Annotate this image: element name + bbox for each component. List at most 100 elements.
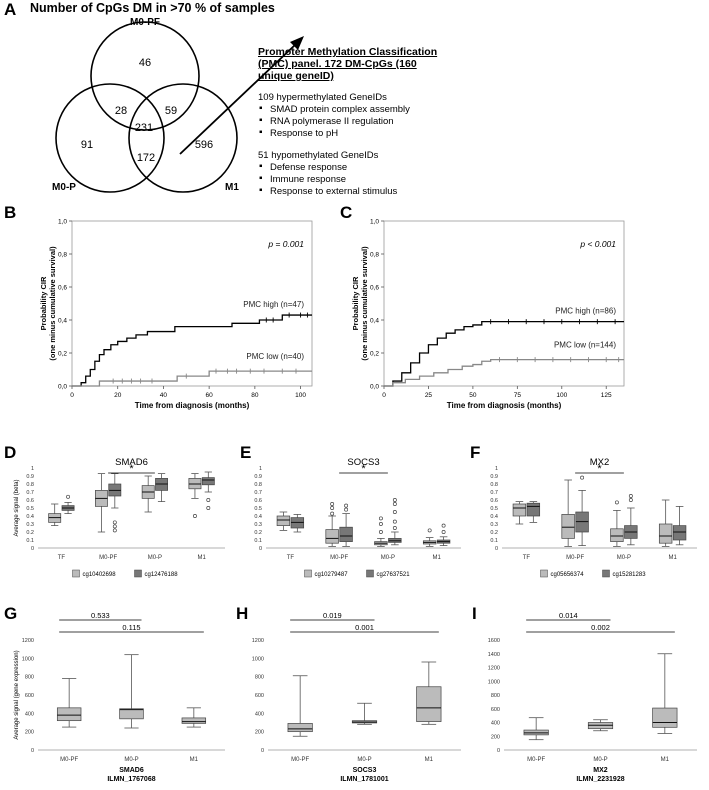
y-tick-label: 0,2 [370, 351, 379, 358]
panel-label-i: I [472, 604, 477, 623]
y-tick-label: 0.6 [254, 498, 262, 504]
outlier-point [392, 498, 397, 502]
box-cg05656374 [561, 514, 575, 539]
pmc-hyper-item: SMAD protein complex assembly [259, 103, 448, 116]
box-cg27637521 [339, 526, 353, 542]
significance-star: * [129, 463, 134, 475]
box-cg10279487 [325, 529, 339, 544]
legend-label: cg05656374 [551, 572, 585, 578]
outlier-point [206, 498, 211, 502]
boxplot-chart-d: 0 0.1 0.2 0.3 0.4 0.5 0.6 0.7 0.8 0.9 1 TF M0-PF M0-P… [14, 457, 225, 578]
pvalue-label: 0.533 [91, 612, 110, 620]
y-tick-label: 1200 [252, 638, 264, 644]
box-series [119, 708, 144, 720]
y-tick-label: 0,4 [58, 318, 67, 325]
y-tick-label: 800 [491, 693, 500, 699]
y-tick-label: 0.9 [254, 474, 262, 480]
x-tick-label: M0-P [124, 757, 138, 763]
y-tick-label: 1 [259, 466, 262, 472]
y-tick-label: 0.2 [254, 530, 262, 536]
box-series [416, 686, 442, 722]
y-tick-label: 0.7 [490, 490, 498, 496]
pvalue-label: 0.002 [591, 623, 610, 632]
boxplot-chart-g: 0 200 400 600 800 1000 1200 M0-PF M0-P M1 Average … [14, 612, 225, 783]
legend-label: cg27637521 [377, 572, 411, 578]
legend-swatch [540, 569, 548, 578]
km-chart-c: 0,0 0,2 0,4 0,6 0,8 1,0 0 25 50 75 100 125 Time from… [351, 219, 625, 410]
y-tick-label: 0.8 [26, 482, 34, 488]
gene-label: SMAD6 [119, 767, 144, 774]
y-tick-label: 600 [25, 693, 34, 699]
pmc-heading: Promoter Methylation Classification (PMC… [258, 46, 438, 82]
y-tick-label: 0.1 [254, 538, 262, 544]
y-axis-label: Probability CIR(one minus cumulative sur… [351, 246, 369, 361]
plot-frame [383, 220, 625, 387]
y-tick-label: 0.9 [26, 474, 34, 480]
x-tick-label: M0-PF [527, 757, 545, 763]
y-tick-label: 0 [31, 748, 34, 754]
y-axis-label: Average signal (gene expression) [14, 650, 20, 739]
pvalue-label: 0.019 [323, 612, 342, 620]
venn-arrow-head [290, 36, 304, 50]
y-tick-label: 600 [255, 693, 264, 699]
pmc-description: Promoter Methylation Classification (PMC… [258, 46, 448, 198]
x-tick-label: 125 [601, 392, 612, 399]
significance-star: * [597, 463, 602, 475]
y-tick-label: 0.8 [254, 482, 262, 488]
outlier-point [112, 524, 117, 529]
chart-title: MX2 [590, 457, 610, 468]
y-tick-label: 0,2 [58, 351, 67, 358]
venn-region-pf-m1: 59 [165, 105, 177, 117]
y-tick-label: 0.8 [490, 482, 498, 488]
legend-swatch [134, 569, 142, 578]
p-value-annotation: p = 0.001 [267, 239, 304, 249]
box-cg05656374 [512, 503, 527, 517]
x-tick-label: 20 [114, 392, 122, 399]
x-tick-label: 0 [382, 392, 386, 399]
box-cg05656374 [658, 523, 673, 544]
y-tick-label: 0.3 [26, 522, 34, 528]
km-curve-high [384, 321, 624, 387]
y-tick-label: 200 [255, 730, 264, 736]
outlier-point [614, 500, 619, 505]
y-tick-label: 0.3 [254, 522, 262, 528]
y-tick-label: 0 [31, 546, 34, 552]
venn-region-pf-only: 46 [139, 57, 151, 69]
outlier-point [392, 526, 397, 530]
x-tick-label: TF [58, 555, 66, 561]
y-axis-label: Probability CIR(one minus cumulative sur… [39, 246, 57, 361]
x-tick-label: M0-PF [330, 555, 348, 561]
y-tick-label: 400 [491, 721, 500, 727]
y-tick-label: 800 [255, 675, 264, 681]
boxplot-chart-i: 0 200 400 600 800 1000 1200 1400 1600 M0-PF M0-P M1… [488, 612, 697, 783]
outlier-point [392, 510, 397, 514]
plot-frame [71, 220, 313, 387]
y-tick-label: 0,6 [370, 285, 379, 292]
venn-title: Number of CpGs DM in >70 % of samples [30, 1, 275, 15]
y-tick-label: 1000 [252, 656, 264, 662]
venn-circle-m1 [128, 83, 238, 193]
y-tick-label: 0.7 [26, 490, 34, 496]
venn-region-all: 231 [135, 122, 153, 134]
pmc-hyper-item: Response to pH [259, 127, 448, 140]
x-tick-label: M0-P [593, 757, 607, 763]
boxplot-chart-h: 0 200 400 600 800 1000 1200 M0-PF M0-P M1 0.019 0.0… [252, 612, 461, 783]
y-tick-label: 0.5 [490, 506, 498, 512]
box-cg12476188 [201, 477, 215, 486]
y-tick-label: 0.6 [26, 498, 34, 504]
legend-label: cg10279487 [315, 572, 349, 578]
y-tick-label: 0,8 [370, 252, 379, 259]
series-label: PMC low (n=40) [246, 352, 304, 361]
outlier-point [206, 506, 211, 510]
pmc-hyper-item: RNA polymerase II regulation [259, 115, 448, 128]
panel-label-d: D [4, 443, 17, 462]
venn-region-p-m1: 172 [137, 152, 155, 164]
y-tick-label: 0.9 [490, 474, 498, 480]
panel-label-f: F [470, 443, 481, 462]
box-cg05656374 [610, 528, 624, 542]
x-tick-label: M0-PF [291, 757, 309, 763]
y-tick-label: 400 [255, 711, 264, 717]
pvalue-label: 0.115 [122, 623, 140, 632]
y-tick-label: 0.7 [254, 490, 262, 496]
pmc-hypo-list: Defense response Immune response Respons… [258, 161, 448, 198]
